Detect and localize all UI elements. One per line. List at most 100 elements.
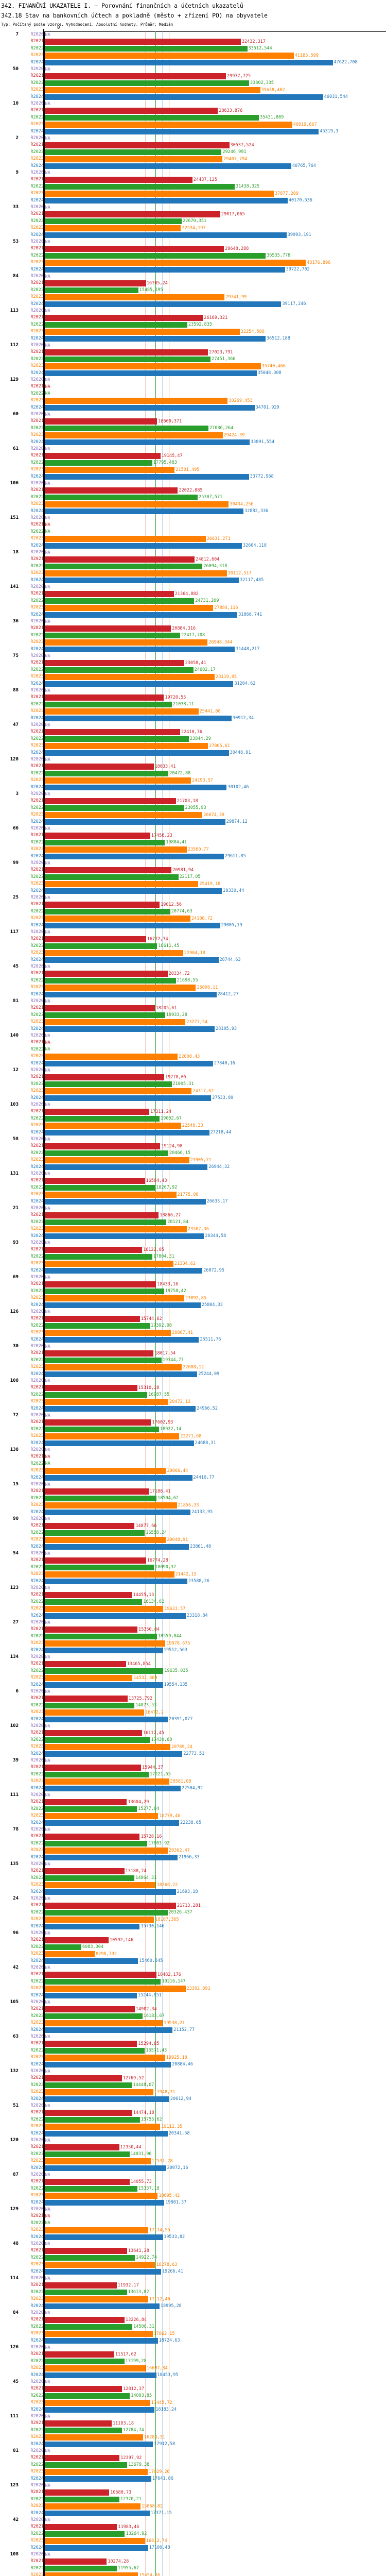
bar-row[interactable]: R2024 22504,92 (0, 1785, 386, 1792)
bar[interactable] (44, 1088, 192, 1094)
bar-row[interactable]: R2020 NA (0, 1447, 386, 1453)
bar-row[interactable]: R2021 18866,27 (0, 1212, 386, 1218)
bar[interactable] (44, 1433, 180, 1439)
bar-row[interactable]: R2024 29005,19 (0, 922, 386, 929)
bar-row[interactable]: R2023 20581,08 (0, 1778, 386, 1785)
bar-row[interactable]: R2024 20612,94 (0, 2096, 386, 2103)
bar-row[interactable]: R2024 31204,62 (0, 681, 386, 687)
bar[interactable] (44, 708, 199, 715)
bar[interactable] (44, 977, 176, 984)
bar-row[interactable]: R2020 NA (0, 1240, 386, 1246)
bar-row[interactable]: R2021 21713,281 (0, 1902, 386, 1909)
bar[interactable] (44, 1537, 166, 1543)
bar-row[interactable]: R2020 NA (0, 1550, 386, 1557)
bar[interactable] (44, 2248, 127, 2254)
bar-row[interactable]: R2024 45319,3 (0, 128, 386, 135)
bar-row[interactable]: R2020 NA (0, 2275, 386, 2282)
bar-row[interactable]: R2021 12397,92 (0, 2454, 386, 2461)
bar-row[interactable]: R2020 NA (0, 549, 386, 556)
bar[interactable] (44, 108, 218, 114)
bar[interactable] (44, 632, 181, 639)
bar-row[interactable]: R2024 28412,27 (0, 991, 386, 998)
bar-row[interactable]: R2022 18559,844 (0, 1633, 386, 1640)
bar[interactable] (44, 1509, 191, 1515)
bar-row[interactable]: R2023 16612,74 (0, 2537, 386, 2544)
bar-row[interactable]: R2022 18267,92 (0, 1184, 386, 1191)
bar-row[interactable]: R2023 17445,72 (0, 2399, 386, 2406)
bar-row[interactable]: R2023 22271,68 (0, 1433, 386, 1439)
bar[interactable] (44, 2020, 163, 2026)
bar[interactable] (44, 646, 235, 652)
bar[interactable] (44, 1889, 176, 1895)
bar[interactable] (44, 163, 291, 169)
bar[interactable] (44, 1468, 166, 1474)
bar-row[interactable]: R2020 NA (0, 1999, 386, 2006)
bar[interactable] (44, 1281, 156, 1287)
bar[interactable] (44, 1771, 149, 1778)
bar-row[interactable]: R2024 21693,18 (0, 1889, 386, 1895)
bar-row[interactable]: R2022 23055,93 (0, 805, 386, 811)
bar-row[interactable]: R2024 39117,246 (0, 301, 386, 308)
bar-row[interactable]: R2021 15310,28 (0, 1384, 386, 1391)
bar[interactable] (44, 2185, 137, 2192)
bar[interactable] (44, 1834, 140, 1840)
bar[interactable] (44, 853, 224, 859)
bar-row[interactable]: R2023 23277,54 (0, 1019, 386, 1025)
bar-row[interactable]: R2022 17221,55 (0, 1771, 386, 1778)
bar-row[interactable]: R2021 17602,93 (0, 1419, 386, 1426)
bar[interactable] (44, 1054, 178, 1060)
bar[interactable] (44, 536, 206, 542)
bar-row[interactable]: R2024 33891,554 (0, 439, 386, 446)
bar-row[interactable]: R2023 25419,18 (0, 880, 386, 887)
bar[interactable] (44, 2227, 148, 2233)
bar[interactable] (44, 839, 165, 846)
bar[interactable] (44, 543, 242, 549)
bar[interactable] (44, 2503, 141, 2510)
bar-row[interactable]: R2023 32254,586 (0, 328, 386, 335)
bar-row[interactable]: R2023 18366,22 (0, 1882, 386, 1888)
bar[interactable] (44, 432, 223, 438)
bar-row[interactable]: R2021 19124,98 (0, 1143, 386, 1149)
bar-row[interactable]: R2020 NA (0, 1343, 386, 1350)
bar[interactable] (44, 957, 219, 963)
bar[interactable] (44, 770, 169, 777)
bar[interactable] (44, 1261, 174, 1267)
bar[interactable] (44, 1778, 169, 1785)
bar[interactable] (44, 2158, 151, 2164)
bar-row[interactable]: R2024 27840,16 (0, 1060, 386, 1067)
bar[interactable] (44, 1647, 163, 1653)
bar-row[interactable]: R2022 NA (0, 529, 386, 535)
bar[interactable] (44, 1323, 150, 1329)
bar-row[interactable]: R2022 22670,351 (0, 218, 386, 225)
bar[interactable] (44, 1972, 156, 1978)
bar[interactable] (44, 1848, 168, 1854)
bar-row[interactable]: R2020 NA (0, 860, 386, 867)
bar[interactable] (44, 197, 288, 204)
bar-row[interactable]: R2021 15944,37 (0, 1764, 386, 1771)
bar-row[interactable]: R2022 20774,63 (0, 908, 386, 915)
bar-row[interactable]: R2023 17112,46 (0, 2296, 386, 2302)
bar[interactable] (44, 2193, 158, 2199)
bar[interactable] (44, 1730, 142, 1736)
bar[interactable] (44, 1682, 163, 1688)
bar[interactable] (44, 563, 203, 570)
bar-row[interactable]: R2021 19720,55 (0, 694, 386, 701)
bar-row[interactable]: R2022 NA (0, 2220, 386, 2227)
bar[interactable] (44, 971, 168, 977)
bar-row[interactable]: R2022 18504,62 (0, 1495, 386, 1502)
bar[interactable] (44, 356, 211, 363)
bar[interactable] (44, 764, 154, 770)
bar-row[interactable]: R2021 29648,288 (0, 245, 386, 252)
bar-row[interactable]: R2024 26344,58 (0, 1233, 386, 1240)
bar-row[interactable]: R2021 16112,45 (0, 1730, 386, 1736)
bar[interactable] (44, 1123, 181, 1129)
bar-row[interactable]: R2020 NA (0, 1171, 386, 1177)
bar[interactable] (44, 1184, 155, 1191)
bar[interactable] (44, 1592, 132, 1598)
bar[interactable] (44, 1854, 178, 1860)
bar-row[interactable]: R2020 NA (0, 2103, 386, 2109)
bar[interactable] (44, 122, 292, 128)
bar[interactable] (44, 487, 178, 494)
bar-row[interactable]: R2020 NA (0, 963, 386, 970)
bar[interactable] (44, 301, 282, 307)
